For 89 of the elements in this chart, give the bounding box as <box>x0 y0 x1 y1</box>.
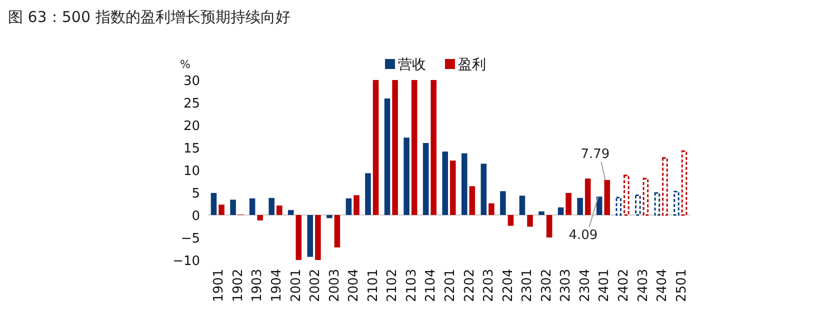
x-tick-label: 2104 <box>424 268 439 302</box>
bar <box>326 215 332 218</box>
bar <box>288 210 294 215</box>
bar <box>480 164 487 215</box>
x-tick-label: 2404 <box>655 268 670 302</box>
bar <box>372 80 379 215</box>
bar <box>354 195 360 215</box>
bar <box>546 215 552 238</box>
y-tick-label: 15 <box>183 142 200 156</box>
x-tick-label: 2501 <box>674 268 690 302</box>
bar <box>384 98 390 215</box>
y-tick-label: −5 <box>180 232 200 246</box>
y-tick-label: 25 <box>183 96 200 112</box>
bar <box>257 215 263 220</box>
bar <box>218 204 224 215</box>
annotation: 7.79 <box>580 146 610 162</box>
bar <box>558 207 564 215</box>
x-tick-label: 2204 <box>500 268 516 302</box>
bar <box>268 198 274 215</box>
x-tick-label: 1904 <box>269 268 284 302</box>
bar <box>635 194 641 216</box>
bar <box>307 215 314 257</box>
bar <box>674 190 680 216</box>
bar <box>411 80 418 215</box>
bar <box>538 211 544 215</box>
x-tick-label: 2102 <box>385 268 400 302</box>
bar <box>461 153 468 215</box>
x-tick-label: 2203 <box>482 268 497 302</box>
y-tick-label: 30 <box>183 74 200 89</box>
annotation: 4.09 <box>568 228 598 243</box>
chart-title: 图 63：500 指数的盈利增长预期持续向好 <box>8 8 290 26</box>
bar <box>642 178 649 216</box>
bar <box>500 191 506 215</box>
bar <box>624 174 630 216</box>
y-tick-label: −10 <box>172 254 200 269</box>
y-tick-label: 5 <box>192 186 200 202</box>
bar <box>422 143 429 215</box>
bar <box>315 215 321 260</box>
bar <box>469 186 476 215</box>
bar <box>296 215 302 260</box>
bar <box>527 215 533 227</box>
bar <box>577 198 583 215</box>
bar <box>488 203 494 215</box>
bar <box>249 198 256 215</box>
bar <box>230 200 236 215</box>
x-tick-label: 2202 <box>462 268 478 302</box>
bar <box>596 196 602 215</box>
bar <box>508 215 514 226</box>
y-tick-label: 0 <box>192 209 200 224</box>
bar <box>604 180 610 215</box>
bar <box>519 196 526 215</box>
bar <box>334 215 340 248</box>
x-tick-label: 2301 <box>520 268 536 302</box>
bar <box>392 80 398 215</box>
bar <box>681 150 688 216</box>
bar <box>442 152 448 215</box>
x-tick-label: 2401 <box>597 268 612 302</box>
y-tick-label: 10 <box>183 164 200 179</box>
bar <box>654 192 660 216</box>
x-tick-label: 2004 <box>346 268 362 302</box>
bar <box>365 173 371 215</box>
x-tick-label: 2003 <box>327 268 342 302</box>
bar <box>430 80 437 215</box>
legend-label: 营收 <box>398 57 426 73</box>
legend-label: 盈利 <box>458 57 486 73</box>
bar <box>276 206 282 215</box>
x-tick-label: 2302 <box>539 268 554 302</box>
x-tick-label: 1903 <box>250 268 266 302</box>
bar <box>662 157 668 216</box>
x-tick-label: 2402 <box>616 268 632 302</box>
x-tick-label: 2103 <box>404 268 420 302</box>
x-tick-label: 2403 <box>636 268 651 302</box>
bar <box>566 192 572 215</box>
bar <box>584 178 591 215</box>
y-tick-label: 20 <box>183 119 200 134</box>
x-tick-label: 2303 <box>558 268 574 302</box>
x-tick-label: 1902 <box>230 268 246 302</box>
y-axis-title: % <box>180 58 190 71</box>
bar <box>450 160 456 215</box>
x-tick-label: 2001 <box>288 268 304 302</box>
x-tick-label: 2101 <box>366 268 381 302</box>
x-tick-label: 1901 <box>212 268 227 302</box>
x-tick-label: 2002 <box>308 268 324 302</box>
bar <box>616 196 622 216</box>
bar <box>346 198 352 215</box>
x-tick-label: 2201 <box>443 268 458 302</box>
bar <box>210 192 217 215</box>
x-tick-label: 2304 <box>578 268 593 302</box>
bar <box>404 138 410 215</box>
